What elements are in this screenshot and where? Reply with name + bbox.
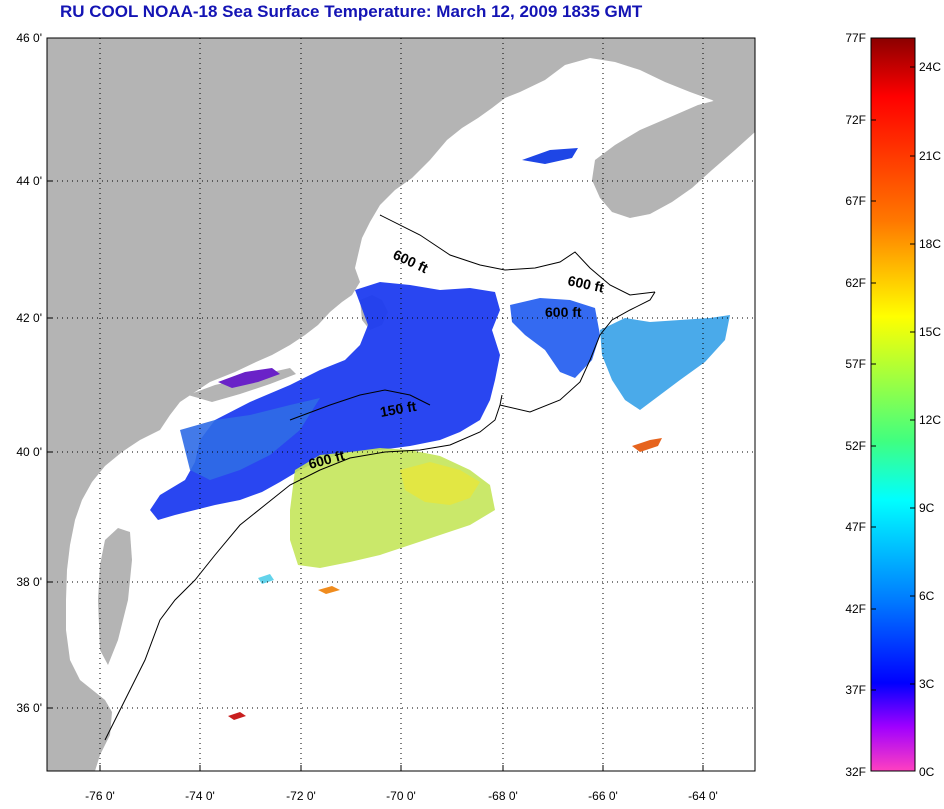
cbar-f-label: 57F (845, 357, 866, 371)
cbar-f-label: 67F (845, 194, 866, 208)
land-delmarva (98, 528, 132, 665)
colorbar (870, 37, 916, 772)
lon-label: -64 0' (688, 789, 718, 803)
lon-label: -66 0' (588, 789, 618, 803)
sst-orange-eddy (632, 438, 662, 452)
cbar-c-label: 9C (919, 501, 935, 515)
sst-gulf-maine-strip (522, 148, 578, 164)
lon-label: -70 0' (386, 789, 416, 803)
cbar-c-label: 15C (919, 325, 941, 339)
cbar-c-label: 3C (919, 677, 935, 691)
sst-nearshore-blue (180, 398, 320, 480)
lat-label: 46 0' (16, 31, 42, 45)
sst-data (150, 148, 730, 720)
cbar-f-label: 32F (845, 765, 866, 779)
sst-offshore-blue (600, 315, 730, 410)
land-nova-scotia (592, 92, 755, 218)
sst-warm-core (400, 462, 480, 505)
cbar-f-label: 62F (845, 276, 866, 290)
sst-red-spot (228, 712, 246, 720)
lon-label: -68 0' (488, 789, 518, 803)
contour-label: 150 ft (379, 398, 418, 420)
cbar-f-label: 47F (845, 520, 866, 534)
bathymetry-contours (104, 214, 656, 741)
cbar-c-label: 12C (919, 413, 941, 427)
lat-label: 36 0' (16, 701, 42, 715)
contour-600ft-georges (499, 291, 656, 413)
lat-label: 40 0' (16, 445, 42, 459)
lat-label: 44 0' (16, 174, 42, 188)
cbar-f-label: 37F (845, 683, 866, 697)
cbar-c-label: 24C (919, 60, 941, 74)
contour-150ft (289, 389, 431, 421)
contour-label: 600 ft (566, 272, 605, 295)
cbar-f-label: 42F (845, 602, 866, 616)
frame-ticks (47, 37, 704, 771)
cbar-c-label: 18C (919, 237, 941, 251)
cbar-c-label: 21C (919, 149, 941, 163)
sst-orange-spot (318, 586, 340, 594)
land-mainland (47, 38, 755, 771)
lon-labels: -76 0' -74 0' -72 0' -70 0' -68 0' -66 0… (85, 789, 718, 803)
lat-label: 42 0' (16, 311, 42, 325)
lon-label: -72 0' (286, 789, 316, 803)
cbar-c-label: 6C (919, 589, 935, 603)
sst-purple-sound (218, 368, 280, 388)
lon-label: -76 0' (85, 789, 115, 803)
cbar-f-label: 77F (845, 31, 866, 45)
cbar-f-label: 72F (845, 113, 866, 127)
colorbar-ticks (871, 66, 915, 691)
cbar-c-label: 0C (919, 765, 935, 779)
map-title: RU COOL NOAA-18 Sea Surface Temperature:… (60, 2, 643, 21)
contour-600ft-gulf (379, 214, 656, 296)
contour-label: 600 ft (545, 304, 582, 320)
lat-label: 38 0' (16, 575, 42, 589)
lat-labels: 46 0' 44 0' 42 0' 40 0' 38 0' 36 0' (16, 31, 42, 715)
graticule (47, 38, 755, 771)
colorbar-f-labels: 77F 72F 67F 62F 57F 52F 47F 42F 37F 32F (845, 31, 866, 779)
lon-label: -74 0' (185, 789, 215, 803)
colorbar-c-labels: 24C 21C 18C 15C 12C 9C 6C 3C 0C (919, 60, 941, 779)
contour-600ft-coast (104, 394, 503, 741)
cbar-f-label: 52F (845, 439, 866, 453)
